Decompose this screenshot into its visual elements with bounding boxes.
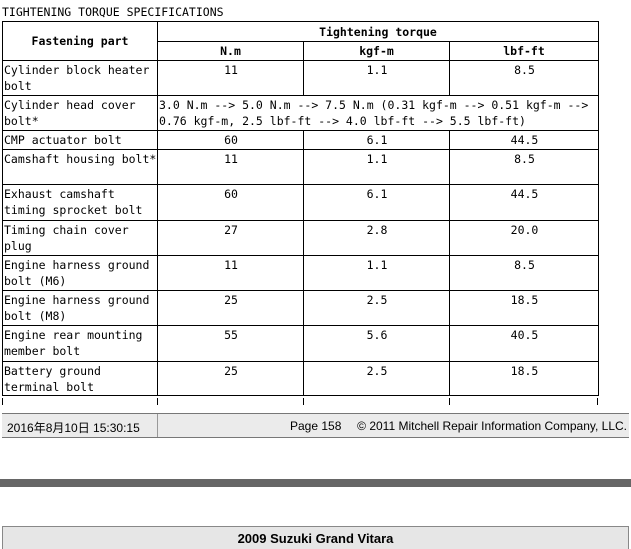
lbfft-cell: 8.5 <box>448 255 600 291</box>
table-row: Battery ground terminal bolt 25 2.5 18.5 <box>2 361 600 396</box>
kgfm-cell: 2.8 <box>303 220 450 256</box>
page-footer: 2016年8月10日 15:30:15 Page 158 © 2011 Mitc… <box>2 413 629 438</box>
nm-cell: 11 <box>157 149 304 185</box>
footer-copyright: © 2011 Mitchell Repair Information Compa… <box>357 419 627 433</box>
torque-sequence-note: 3.0 N.m --> 5.0 N.m --> 7.5 N.m (0.31 kg… <box>156 95 600 131</box>
header-unit-kgfm: kgf-m <box>303 41 450 61</box>
part-cell: Exhaust camshaft timing sprocket bolt <box>2 184 158 221</box>
nm-cell: 55 <box>157 325 304 362</box>
nm-cell: 27 <box>157 220 304 256</box>
lbfft-cell: 44.5 <box>448 184 600 221</box>
continuation-line <box>303 398 304 405</box>
next-page-header: 2009 Suzuki Grand Vitara <box>2 526 629 549</box>
kgfm-cell: 2.5 <box>303 361 450 396</box>
nm-cell: 60 <box>157 184 304 221</box>
page-separator <box>0 479 631 487</box>
nm-cell: 25 <box>157 361 304 396</box>
nm-cell: 11 <box>157 255 304 291</box>
nm-cell: 11 <box>157 60 304 96</box>
table-row: Cylinder block heater bolt 11 1.1 8.5 <box>2 60 600 96</box>
continuation-line <box>449 398 450 405</box>
kgfm-cell: 1.1 <box>303 255 450 291</box>
header-fastening-part: Fastening part <box>2 21 158 61</box>
torque-table: Fastening part Tightening torque N.m kgf… <box>2 21 600 396</box>
lbfft-cell: 8.5 <box>448 149 600 185</box>
lbfft-cell: 8.5 <box>448 60 600 96</box>
table-header: Fastening part Tightening torque N.m kgf… <box>2 21 600 61</box>
continuation-line <box>597 398 598 405</box>
table-row: Timing chain cover plug 27 2.8 20.0 <box>2 220 600 256</box>
footer-divider <box>157 414 158 437</box>
kgfm-cell: 1.1 <box>303 149 450 185</box>
continuation-line <box>157 398 158 405</box>
part-cell: Timing chain cover plug <box>2 220 158 256</box>
header-tightening-torque: Tightening torque <box>156 21 600 42</box>
part-cell: Engine harness ground bolt (M8) <box>2 290 158 326</box>
table-row: Engine harness ground bolt (M8) 25 2.5 1… <box>2 290 600 326</box>
footer-page-number: Page 158 <box>290 419 342 433</box>
kgfm-cell: 1.1 <box>303 60 450 96</box>
kgfm-cell: 6.1 <box>303 184 450 221</box>
table-row: Engine harness ground bolt (M6) 11 1.1 8… <box>2 255 600 291</box>
part-cell: Battery ground terminal bolt <box>2 361 158 396</box>
table-continuation-lines <box>2 398 598 405</box>
nm-cell: 25 <box>157 290 304 326</box>
table-row: CMP actuator bolt 60 6.1 44.5 <box>2 130 600 150</box>
lbfft-cell: 44.5 <box>448 130 600 150</box>
lbfft-cell: 40.5 <box>448 325 600 362</box>
table-body: Cylinder block heater bolt 11 1.1 8.5 Cy… <box>2 60 600 396</box>
header-unit-nm: N.m <box>157 41 304 61</box>
section-title: TIGHTENING TORQUE SPECIFICATIONS <box>2 5 224 19</box>
table-row: Camshaft housing bolt* 11 1.1 8.5 <box>2 149 600 185</box>
kgfm-cell: 6.1 <box>303 130 450 150</box>
part-cell: Cylinder block heater bolt <box>2 60 158 96</box>
table-row: Cylinder head cover bolt* 3.0 N.m --> 5.… <box>2 95 600 131</box>
part-cell: CMP actuator bolt <box>2 130 158 150</box>
part-cell: Camshaft housing bolt* <box>2 149 158 185</box>
part-cell: Cylinder head cover bolt* <box>2 95 158 131</box>
footer-datetime: 2016年8月10日 15:30:15 <box>7 421 140 435</box>
lbfft-cell: 20.0 <box>448 220 600 256</box>
nm-cell: 60 <box>157 130 304 150</box>
table-row: Exhaust camshaft timing sprocket bolt 60… <box>2 184 600 221</box>
lbfft-cell: 18.5 <box>448 290 600 326</box>
continuation-line <box>2 398 3 405</box>
part-cell: Engine harness ground bolt (M6) <box>2 255 158 291</box>
header-unit-lbfft: lbf-ft <box>448 41 600 61</box>
lbfft-cell: 18.5 <box>448 361 600 396</box>
kgfm-cell: 5.6 <box>303 325 450 362</box>
part-cell: Engine rear mounting member bolt <box>2 325 158 362</box>
kgfm-cell: 2.5 <box>303 290 450 326</box>
table-row: Engine rear mounting member bolt 55 5.6 … <box>2 325 600 362</box>
